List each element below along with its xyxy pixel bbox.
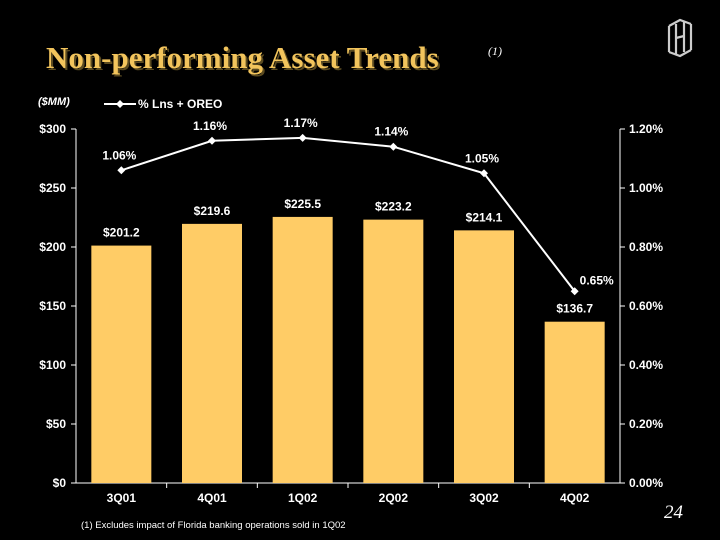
bar-data-label: $136.7 — [556, 302, 593, 316]
left-axis-tick-label: $50 — [46, 417, 66, 431]
x-axis-tick-label: 4Q01 — [197, 491, 227, 505]
bar-data-label: $201.2 — [103, 226, 140, 240]
x-axis-tick-label: 3Q02 — [469, 491, 499, 505]
left-axis-tick-label: $300 — [39, 122, 66, 136]
pct-series-marker — [570, 287, 579, 296]
left-axis-tick-label: $0 — [53, 476, 67, 490]
pct-series-marker — [389, 142, 398, 151]
right-axis-tick-label: 1.00% — [629, 181, 663, 195]
pct-series-marker — [117, 166, 126, 175]
bar — [272, 216, 333, 483]
pct-data-label: 1.14% — [374, 125, 408, 139]
right-axis-tick-label: 0.80% — [629, 240, 663, 254]
bar — [182, 223, 242, 483]
right-axis-tick-label: 0.20% — [629, 417, 663, 431]
pct-series-marker — [208, 136, 216, 145]
x-axis-tick-label: 2Q02 — [379, 491, 409, 505]
bar-data-label: $219.6 — [194, 204, 231, 218]
right-axis-tick-label: 0.00% — [629, 476, 663, 490]
pct-data-label: 1.16% — [193, 119, 227, 133]
slide-title: Non-performing Asset Trends — [46, 40, 439, 75]
bank-monogram-icon — [667, 18, 693, 58]
left-axis-tick-label: $100 — [39, 358, 66, 372]
footnote: (1) Excludes impact of Florida banking o… — [81, 520, 346, 531]
right-axis-tick-label: 0.60% — [629, 299, 663, 313]
right-axis-tick-label: 0.40% — [629, 358, 663, 372]
left-axis-tick-label: $150 — [39, 299, 66, 313]
page-number: 24 — [664, 502, 683, 523]
x-axis-tick-label: 4Q02 — [560, 491, 590, 505]
bar — [544, 321, 605, 483]
left-axis-tick-label: $250 — [39, 181, 66, 195]
legend-label: % Lns + OREO — [138, 97, 222, 111]
title-footnote-marker: (1) — [488, 44, 502, 58]
x-axis-tick-label: 1Q02 — [288, 491, 318, 505]
bar-data-label: $225.5 — [284, 197, 321, 211]
bar-data-label: $223.2 — [375, 200, 412, 214]
pct-series-marker — [480, 169, 488, 178]
pct-data-label: 0.65% — [580, 273, 614, 287]
bar — [363, 219, 424, 483]
left-axis-tick-label: $200 — [39, 240, 66, 254]
bar — [454, 230, 514, 483]
legend-marker-swatch — [116, 100, 124, 108]
right-axis-tick-label: 1.20% — [629, 122, 663, 136]
pct-data-label: 1.06% — [102, 148, 136, 162]
units-label: ($MM) — [38, 96, 70, 108]
bar — [91, 245, 152, 483]
pct-data-label: 1.05% — [465, 151, 499, 165]
pct-series-line — [121, 136, 576, 292]
x-axis-tick-label: 3Q01 — [107, 491, 137, 505]
pct-series-marker — [298, 133, 307, 142]
bar-data-label: $214.1 — [466, 210, 503, 224]
pct-data-label: 1.17% — [284, 116, 318, 130]
